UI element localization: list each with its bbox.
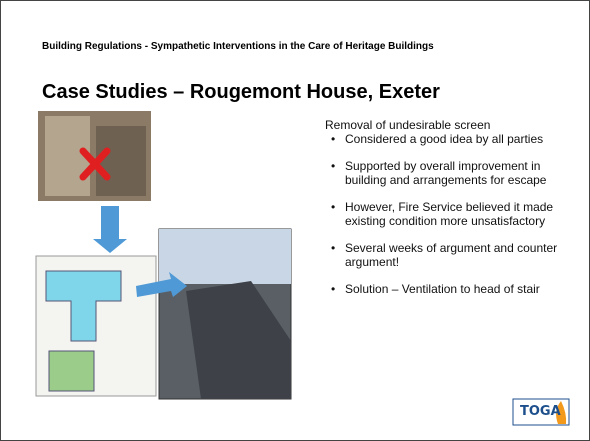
bullet: Several weeks of argument and counter ar… bbox=[331, 241, 581, 270]
bullet: Considered a good idea by all parties bbox=[331, 132, 581, 147]
plan-area bbox=[49, 351, 94, 391]
photo-detail bbox=[96, 126, 146, 196]
bullet: Supported by overall improvement in buil… bbox=[331, 159, 581, 188]
subtitle: Building Regulations - Sympathetic Inter… bbox=[42, 35, 482, 59]
bullet: However, Fire Service believed it made e… bbox=[331, 200, 581, 229]
slide: Building Regulations - Sympathetic Inter… bbox=[0, 0, 590, 441]
arrow-down bbox=[93, 206, 127, 253]
title: Case Studies – Rougemont House, Exeter bbox=[42, 81, 440, 104]
intro: Removal of undesirable screen bbox=[325, 118, 490, 132]
bullet: Solution – Ventilation to head of stair bbox=[331, 282, 581, 297]
bullet-list: Considered a good idea by all parties Sup… bbox=[331, 132, 581, 308]
logo-text: TOGA bbox=[520, 404, 561, 419]
photo-sky bbox=[159, 229, 291, 284]
